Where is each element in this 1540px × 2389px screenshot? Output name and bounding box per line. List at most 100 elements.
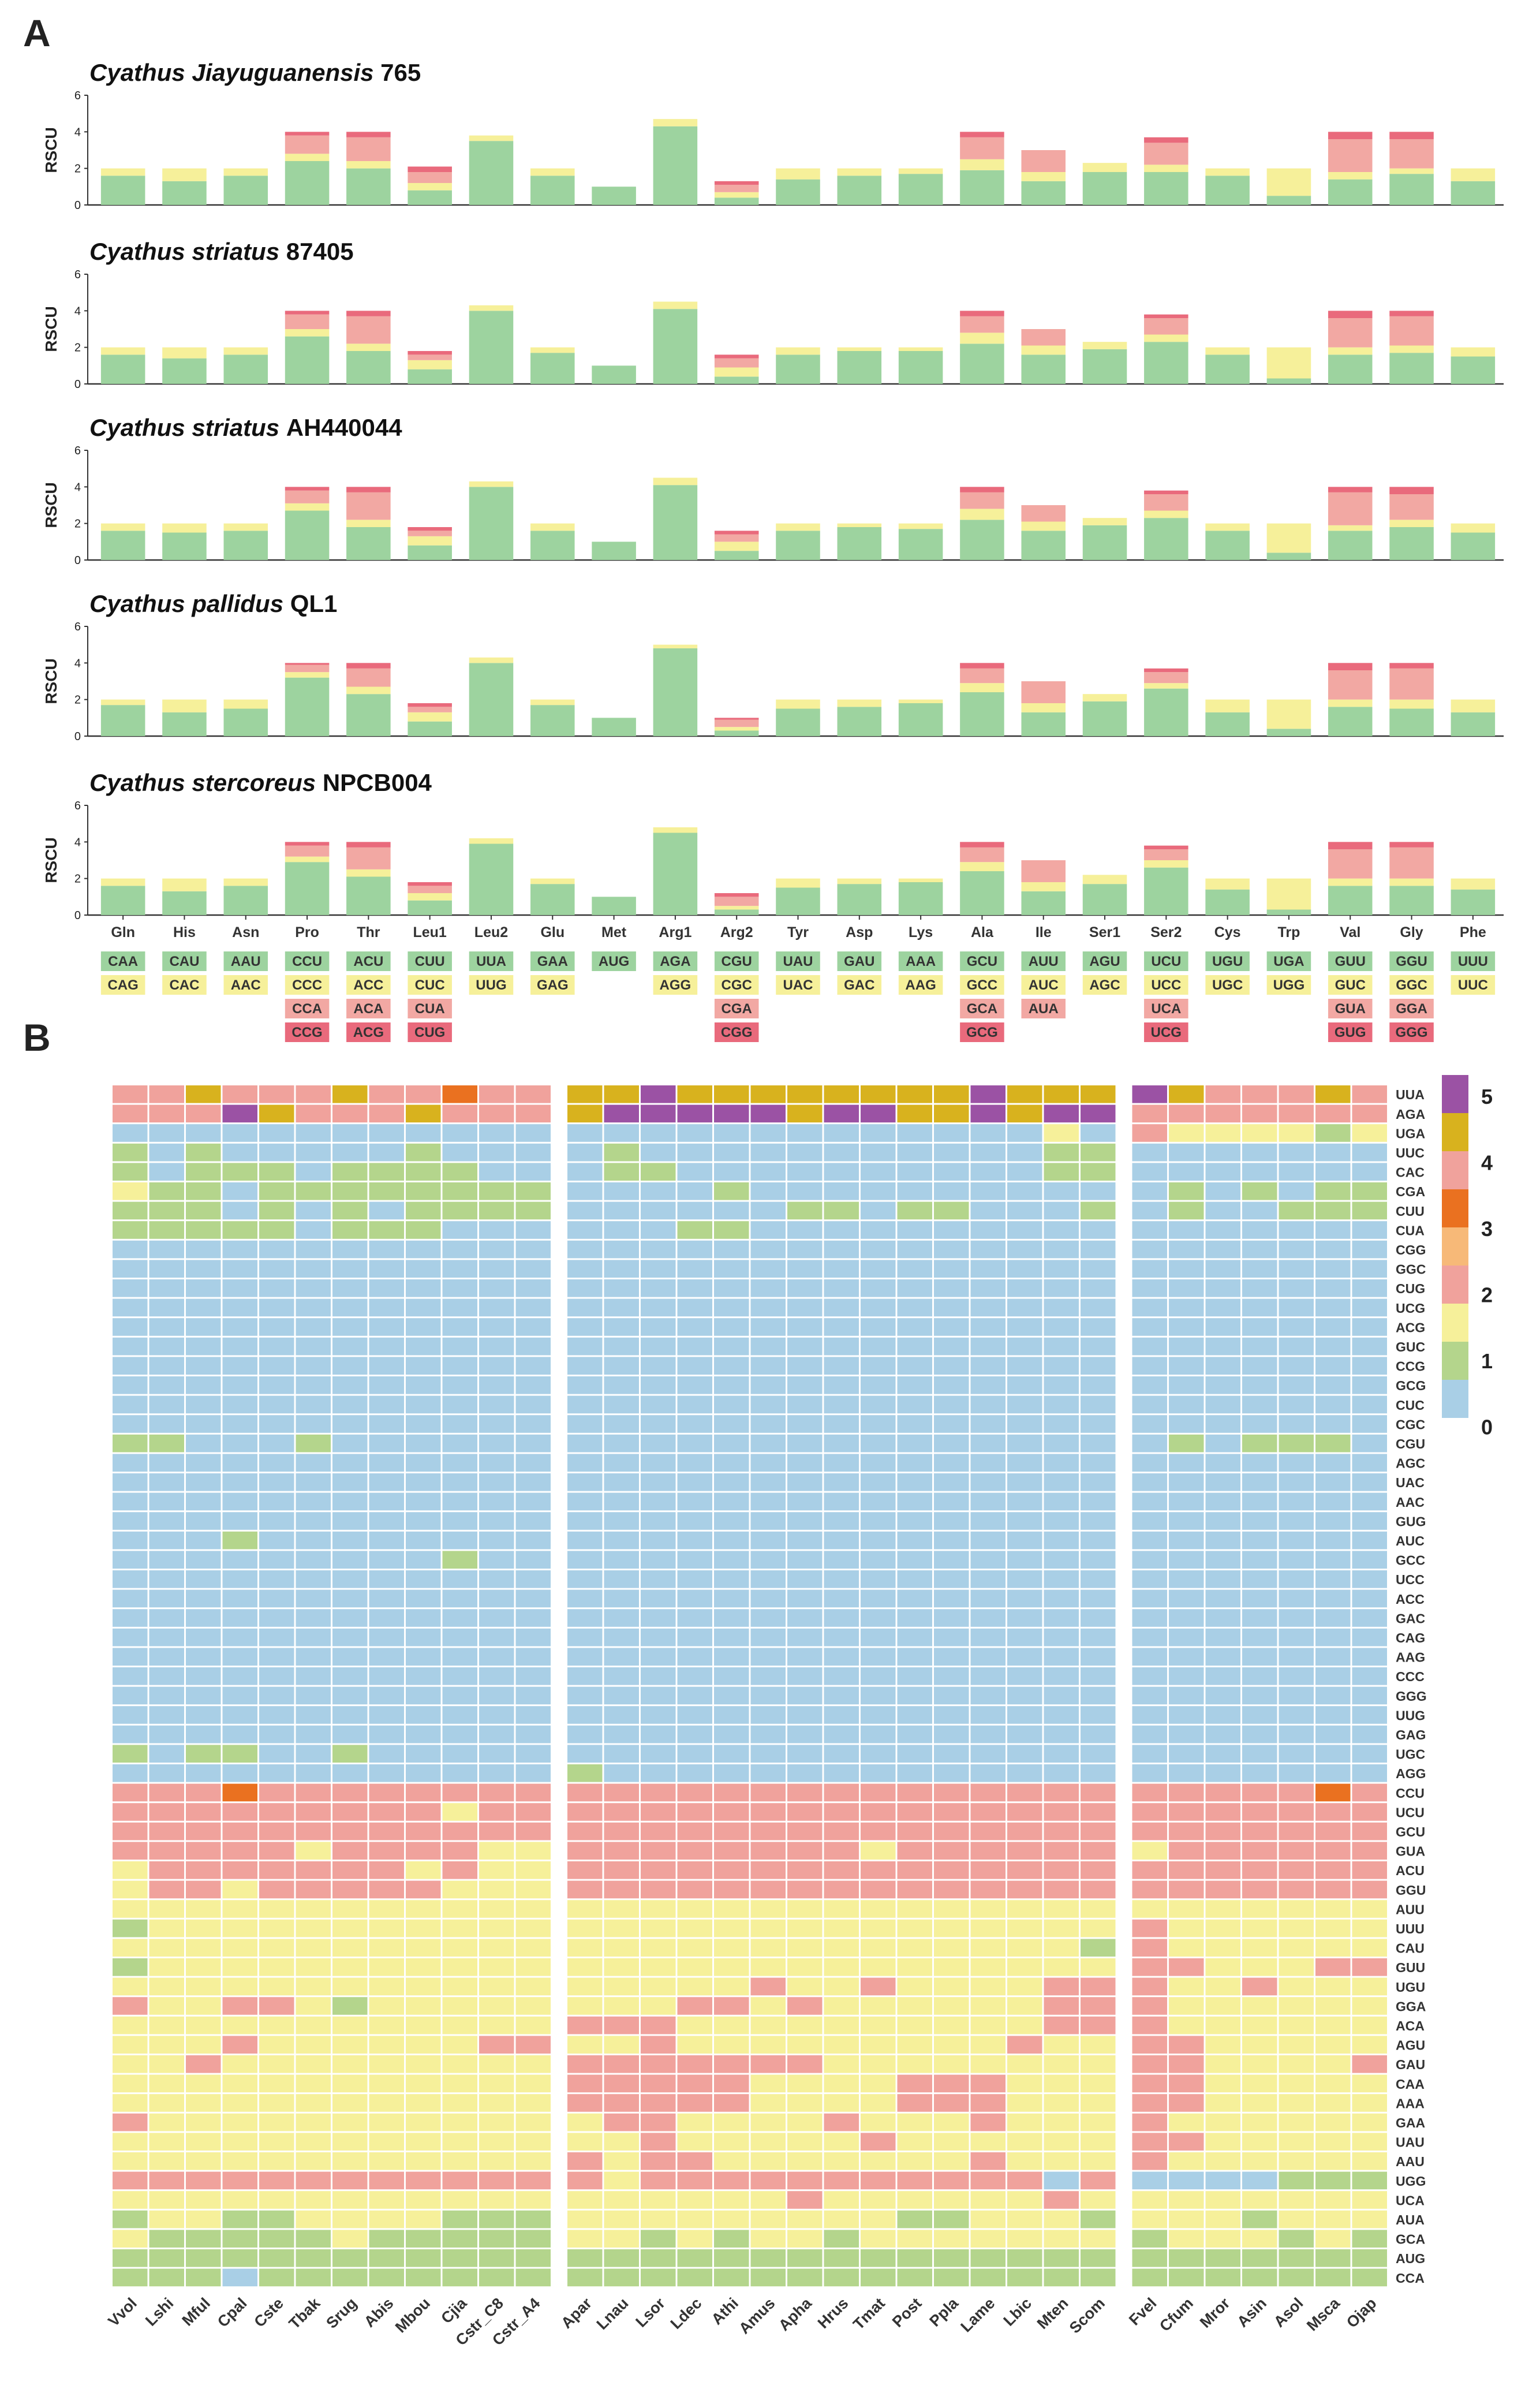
heat-cell xyxy=(1279,1337,1314,1356)
heat-cell xyxy=(641,1221,676,1239)
bar-Gly-3 xyxy=(1389,842,1434,848)
heat-cell xyxy=(641,1725,676,1744)
heatmap-codon-label: CGA xyxy=(1396,1184,1425,1199)
heat-cell xyxy=(1279,2133,1314,2151)
heat-cell xyxy=(641,1977,676,1996)
heat-cell xyxy=(750,1919,786,1938)
heat-cell xyxy=(714,2074,749,2093)
heat-cell xyxy=(1007,1551,1042,1569)
heat-cell xyxy=(1352,1415,1387,1433)
heat-cell xyxy=(750,1745,786,1763)
heat-cell xyxy=(567,1900,603,1918)
heat-cell xyxy=(750,1667,786,1685)
heat-cell xyxy=(604,1318,639,1336)
heat-cell xyxy=(1044,1648,1079,1666)
heat-cell xyxy=(113,2249,148,2267)
heat-cell xyxy=(259,1725,294,1744)
heatmap-codon-label: CUU xyxy=(1396,1204,1425,1219)
heat-cell xyxy=(750,1842,786,1860)
heat-cell xyxy=(567,1880,603,1899)
heat-cell xyxy=(1169,2268,1204,2287)
heat-cell xyxy=(934,1531,969,1550)
heat-cell xyxy=(186,1589,221,1608)
heat-cell xyxy=(677,2113,712,2132)
bar-Trp-0 xyxy=(1266,553,1311,560)
bar-Pro-3 xyxy=(285,487,330,491)
heat-cell xyxy=(296,2055,331,2073)
heat-cell xyxy=(787,1939,823,1957)
heat-cell xyxy=(113,1570,148,1588)
heat-cell xyxy=(934,1958,969,1976)
heat-cell xyxy=(604,1240,639,1259)
heat-cell xyxy=(824,2268,859,2287)
heat-cell xyxy=(1315,2230,1351,2248)
heat-cell xyxy=(259,1298,294,1317)
codon-box-label: UGG xyxy=(1273,977,1305,993)
heat-cell xyxy=(1081,2191,1116,2209)
heat-cell xyxy=(296,1221,331,1239)
bar-Ser2-3 xyxy=(1144,137,1188,143)
heat-cell xyxy=(604,2133,639,2151)
heat-cell xyxy=(1315,1764,1351,1782)
heat-cell xyxy=(332,1997,368,2015)
bar-His-0 xyxy=(162,358,207,384)
heat-cell xyxy=(1132,1357,1167,1375)
heat-cell xyxy=(1169,1298,1204,1317)
heat-cell xyxy=(479,2036,514,2054)
heat-cell xyxy=(787,1686,823,1705)
heat-cell xyxy=(332,1551,368,1569)
heat-cell xyxy=(186,1085,221,1103)
heat-cell xyxy=(369,1318,404,1336)
codon-box-label: AGG xyxy=(660,977,691,993)
heat-cell xyxy=(442,1143,477,1162)
heat-cell xyxy=(604,1609,639,1627)
heat-cell xyxy=(677,1686,712,1705)
heat-cell xyxy=(567,1357,603,1375)
bar-Thr-3 xyxy=(346,487,391,492)
heat-cell xyxy=(296,2230,331,2248)
heat-cell xyxy=(1352,2210,1387,2229)
heat-cell xyxy=(1132,2191,1167,2209)
heat-cell xyxy=(714,1745,749,1763)
heat-cell xyxy=(442,1667,477,1685)
heatmap-codon-label: UGA xyxy=(1396,1126,1425,1141)
heat-cell xyxy=(113,1492,148,1511)
bar-Val-0 xyxy=(1328,531,1373,560)
heat-cell xyxy=(296,1822,331,1841)
heat-cell xyxy=(186,1939,221,1957)
heat-cell xyxy=(259,1182,294,1200)
heatmap-codon-label: CGG xyxy=(1396,1242,1426,1257)
codon-box-UGG xyxy=(1266,975,1311,995)
heat-cell xyxy=(934,1842,969,1860)
heat-cell xyxy=(641,2113,676,2132)
heat-cell xyxy=(1132,1997,1167,2015)
heat-cell xyxy=(604,2152,639,2170)
heat-cell xyxy=(259,1240,294,1259)
heat-cell xyxy=(1007,1279,1042,1297)
heat-cell xyxy=(186,1997,221,2015)
heat-cell xyxy=(1352,1609,1387,1627)
bar-Asn-0 xyxy=(223,531,268,560)
heat-cell xyxy=(1242,2074,1277,2093)
heat-cell xyxy=(479,1822,514,1841)
heat-cell xyxy=(149,1570,184,1588)
heat-cell xyxy=(714,1764,749,1782)
bar-Phe-0 xyxy=(1451,532,1496,560)
heat-cell xyxy=(677,2171,712,2190)
codon-box-label: AAG xyxy=(905,977,936,993)
heat-cell xyxy=(369,2074,404,2093)
heat-cell xyxy=(149,2113,184,2132)
bar-Val-0 xyxy=(1328,179,1373,205)
heat-cell xyxy=(406,2152,441,2170)
heat-cell xyxy=(714,1958,749,1976)
heat-cell xyxy=(1169,1395,1204,1414)
heat-cell xyxy=(296,1570,331,1588)
bar-Ser2-0 xyxy=(1144,518,1188,560)
heat-cell xyxy=(934,1318,969,1336)
heat-cell xyxy=(934,2133,969,2151)
heat-cell xyxy=(1132,1977,1167,1996)
heat-cell xyxy=(970,2210,1006,2229)
bar-Leu1-0 xyxy=(408,721,452,736)
heat-cell xyxy=(934,2191,969,2209)
heat-cell xyxy=(149,1395,184,1414)
